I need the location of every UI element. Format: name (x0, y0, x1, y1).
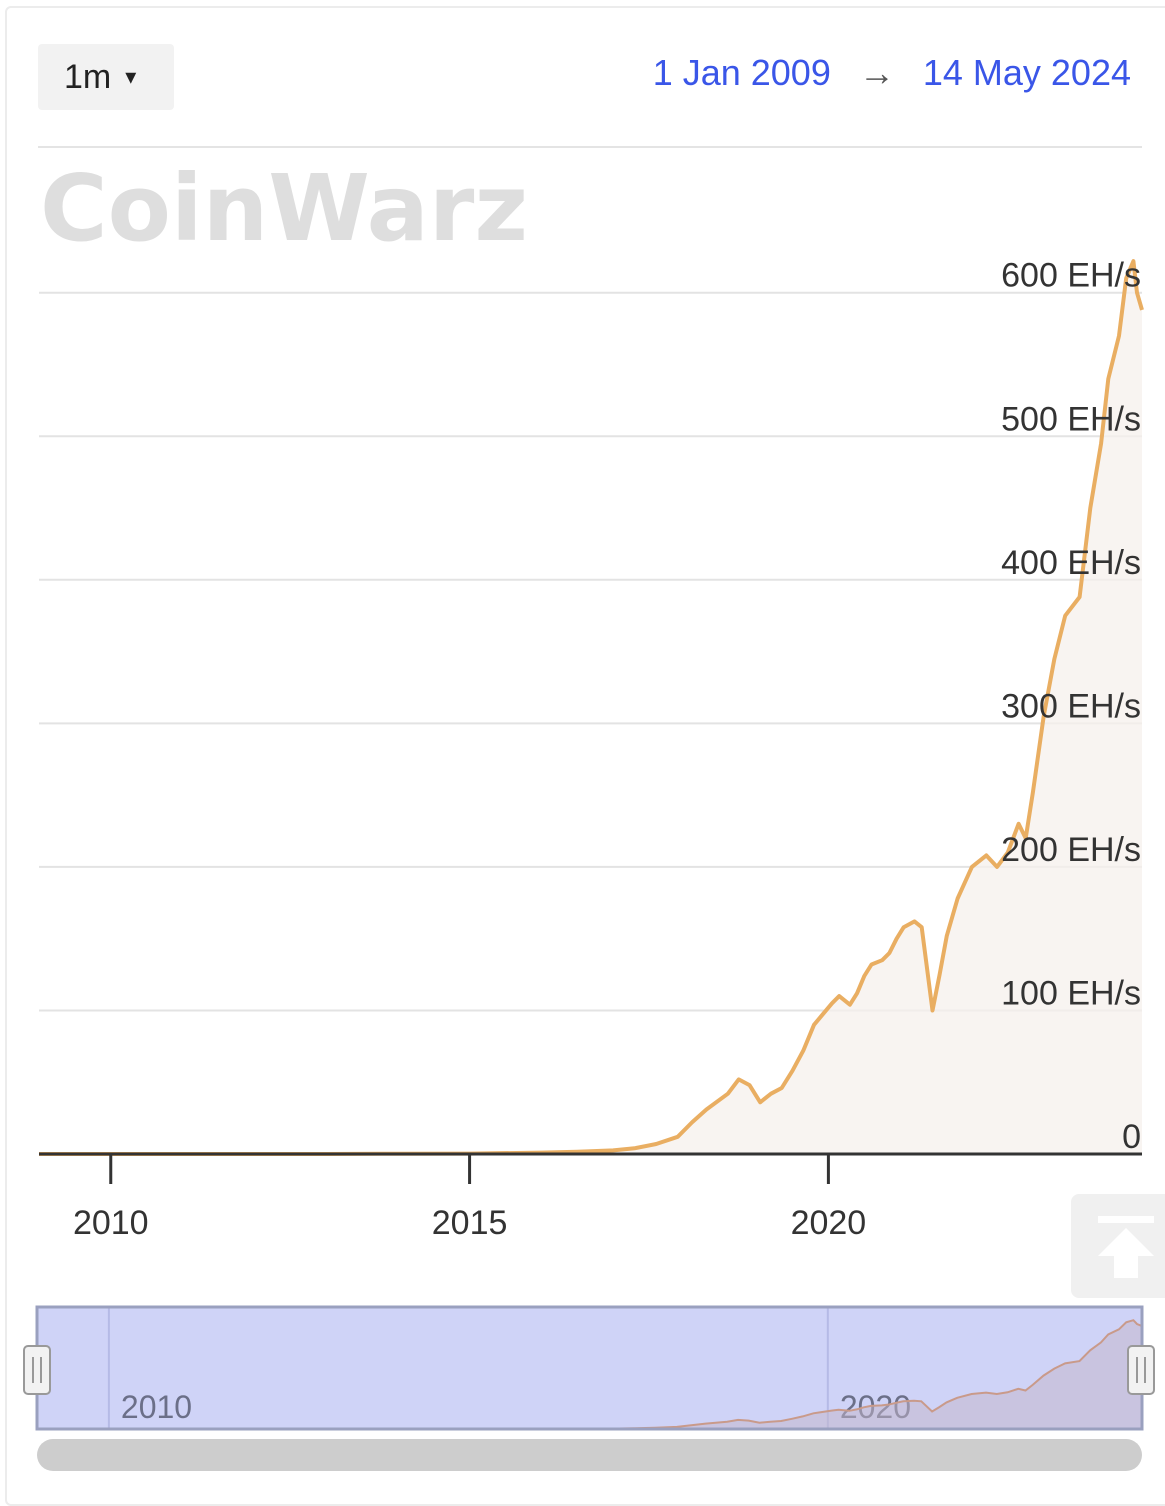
y-tick-label: 600 EH/s (1001, 257, 1141, 295)
area-fill (39, 261, 1142, 1155)
x-axis: 2010 2015 2020 (39, 1152, 1142, 1242)
navigator-handle-left[interactable] (23, 1345, 51, 1395)
date-range: 1 Jan 2009 → 14 May 2024 (653, 52, 1131, 94)
navigator-area (37, 1320, 1142, 1429)
x-tick-label: 2010 (73, 1204, 149, 1242)
y-tick-label: 100 EH/s (1001, 974, 1141, 1012)
interval-dropdown[interactable]: 1m ▾ (38, 44, 174, 110)
navigator-handle-left-box (23, 1345, 51, 1395)
y-tick-label: 200 EH/s (1001, 831, 1141, 869)
date-to-link[interactable]: 14 May 2024 (922, 52, 1131, 93)
caret-down-icon: ▾ (125, 64, 137, 89)
x-tick-label: 2015 (432, 1204, 508, 1242)
y-axis-labels: 0 100 EH/s 200 EH/s 300 EH/s 400 EH/s 500 EH/… (1001, 257, 1141, 1156)
hashrate-line (39, 259, 1144, 1156)
navigator-scrollbar[interactable] (37, 1439, 1142, 1471)
y-tick-label: 400 EH/s (1001, 544, 1141, 582)
y-tick-label: 500 EH/s (1001, 400, 1141, 438)
interval-label: 1m (64, 57, 112, 96)
area-shape (39, 261, 1142, 1155)
chart-panel (5, 6, 1165, 1506)
navigator-handle-right[interactable] (1127, 1345, 1155, 1395)
navigator-handle-right-box (1127, 1345, 1155, 1395)
navigator[interactable]: 20102020 (23, 1305, 1155, 1471)
arrow-up-icon (1098, 1216, 1154, 1278)
y-tick-label: 0 (1122, 1118, 1141, 1156)
navigator-tick-label: 2010 (121, 1389, 192, 1425)
series-line (39, 259, 1144, 1156)
x-tick-label: 2020 (791, 1204, 867, 1242)
y-tick-label: 300 EH/s (1001, 687, 1141, 725)
arrow-right-icon: → (858, 52, 895, 93)
scroll-top-button[interactable] (1071, 1194, 1165, 1298)
date-from-link[interactable]: 1 Jan 2009 (652, 52, 831, 93)
watermark-logo: CoinWarz (40, 155, 528, 262)
